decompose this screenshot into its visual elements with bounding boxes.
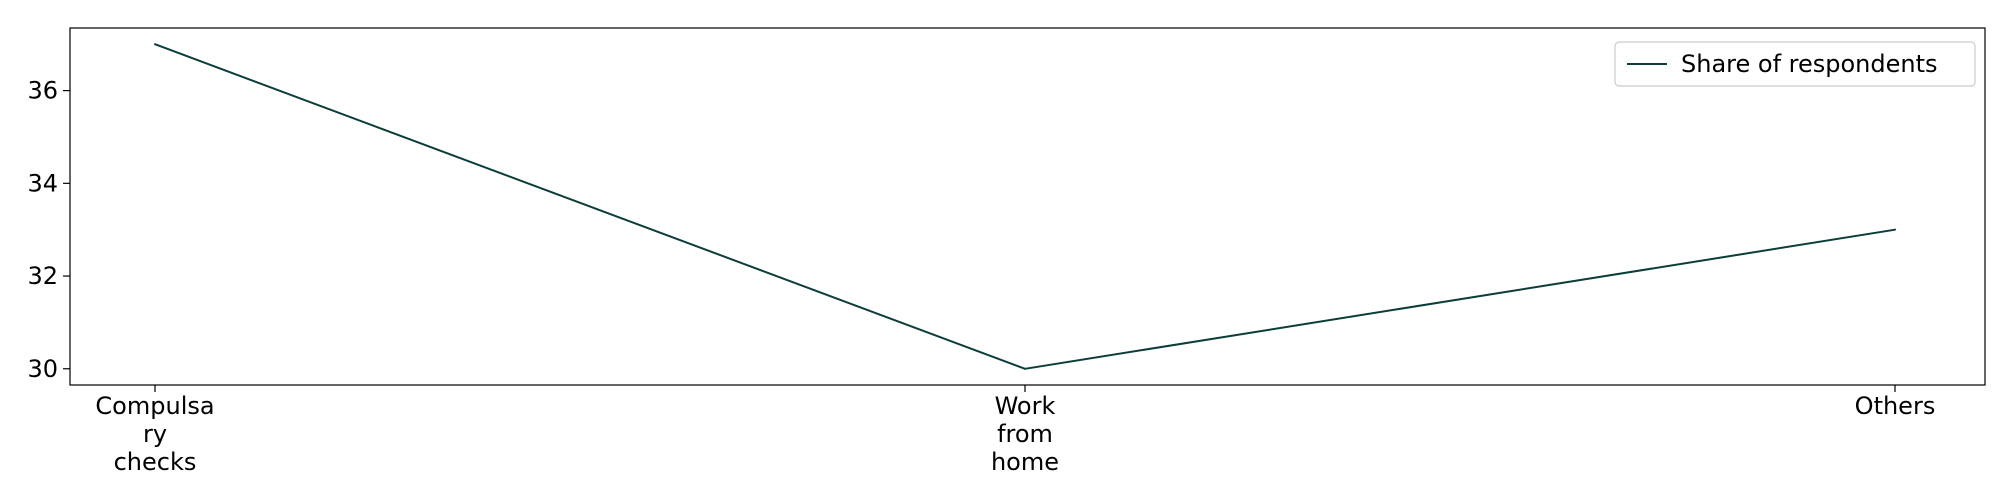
y-tick-label: 30 [27,355,58,383]
legend: Share of respondents [1614,41,1976,87]
x-tick-label-line: from [997,420,1053,448]
x-tick-label: Others [1855,392,1936,420]
x-tick-label-line: Others [1855,392,1936,420]
data-point [1024,367,1026,370]
y-tick-label: 34 [27,169,58,197]
x-tick-label-line: checks [114,448,197,476]
x-tick-label-line: ry [143,420,167,448]
legend-box [1614,41,1976,87]
x-tick-label-line: home [991,448,1059,476]
legend-label: Share of respondents [1681,50,1938,78]
y-tick-label: 36 [27,77,58,105]
data-point [1894,228,1896,231]
x-tick-label-line: Compulsa [95,392,214,420]
series-line [154,43,1896,370]
plot-frame [69,27,1986,386]
x-tick-label-line: Work [995,392,1056,420]
y-tick-label: 32 [27,262,58,290]
data-point [154,43,156,46]
